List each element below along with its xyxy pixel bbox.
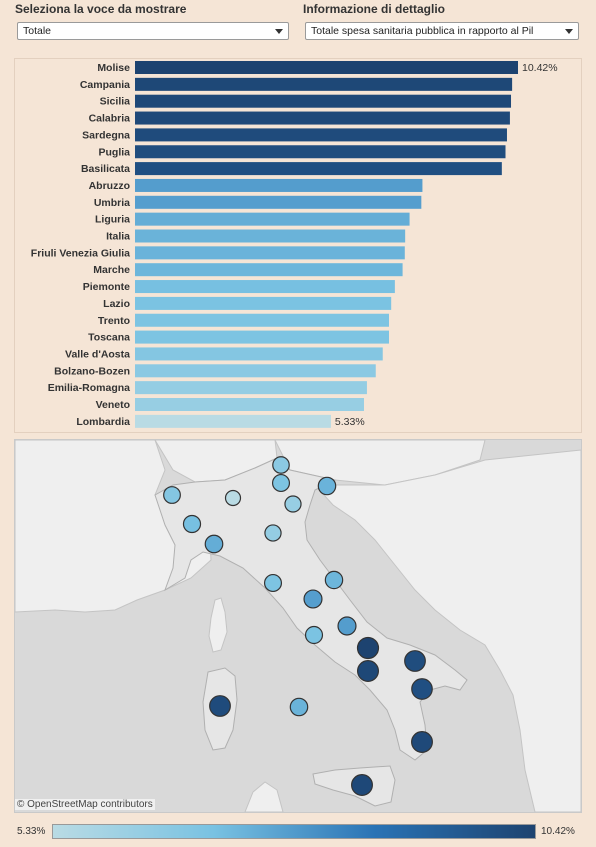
region-marker[interactable] bbox=[182, 514, 202, 534]
category-label: Trento bbox=[98, 315, 130, 327]
bar[interactable] bbox=[135, 280, 395, 294]
region-marker[interactable] bbox=[337, 616, 357, 636]
map-attribution: © OpenStreetMap contributors bbox=[15, 799, 155, 810]
category-label: Valle d'Aosta bbox=[65, 348, 130, 360]
region-marker[interactable] bbox=[404, 650, 426, 672]
bar[interactable] bbox=[135, 229, 406, 243]
region-marker[interactable] bbox=[272, 456, 290, 474]
category-label: Sardegna bbox=[82, 129, 130, 141]
bar-chart-panel: Molise 10.42% Campania Sicilia Calabria Sarde… bbox=[14, 58, 582, 433]
bar[interactable] bbox=[135, 145, 506, 159]
tunisia-land bbox=[244, 781, 284, 812]
map-panel[interactable]: © OpenStreetMap contributors bbox=[14, 439, 582, 813]
chevron-down-icon bbox=[275, 29, 283, 34]
france-land bbox=[15, 440, 212, 613]
bar[interactable] bbox=[135, 162, 502, 176]
category-label: Abruzzo bbox=[89, 180, 130, 192]
bar[interactable] bbox=[135, 414, 331, 428]
category-label: Calabria bbox=[89, 113, 131, 125]
voce-value: Totale bbox=[23, 25, 52, 37]
category-label: Campania bbox=[80, 79, 130, 91]
bar[interactable] bbox=[135, 347, 383, 361]
legend-max-label: 10.42% bbox=[541, 826, 575, 837]
region-marker[interactable] bbox=[284, 495, 302, 513]
region-marker[interactable] bbox=[317, 476, 337, 496]
category-label: Molise bbox=[97, 62, 130, 74]
region-marker[interactable] bbox=[204, 534, 224, 554]
region-marker[interactable] bbox=[303, 589, 323, 609]
voce-select[interactable]: Totale bbox=[17, 22, 289, 40]
corsica-land bbox=[208, 597, 228, 653]
category-label: Marche bbox=[93, 264, 130, 276]
category-label: Puglia bbox=[98, 146, 130, 158]
category-label: Friuli Venezia Giulia bbox=[31, 247, 130, 259]
category-label: Lombardia bbox=[76, 416, 130, 428]
region-marker[interactable] bbox=[304, 625, 324, 645]
map[interactable] bbox=[15, 440, 581, 812]
bar[interactable] bbox=[135, 296, 392, 310]
dettaglio-value: Totale spesa sanitaria pubblica in rappo… bbox=[311, 25, 534, 37]
bar[interactable] bbox=[135, 398, 364, 411]
bar[interactable] bbox=[135, 212, 410, 226]
region-marker[interactable] bbox=[271, 473, 291, 493]
data-label: 10.42% bbox=[522, 62, 558, 74]
region-marker[interactable] bbox=[411, 731, 433, 753]
bar[interactable] bbox=[135, 77, 513, 91]
data-label: 5.33% bbox=[335, 416, 365, 428]
category-label: Umbria bbox=[94, 197, 130, 209]
bar[interactable] bbox=[135, 111, 510, 125]
category-label: Lazio bbox=[103, 298, 130, 310]
legend-min-label: 5.33% bbox=[17, 826, 46, 837]
bar[interactable] bbox=[135, 61, 518, 74]
dettaglio-select[interactable]: Totale spesa sanitaria pubblica in rappo… bbox=[305, 22, 579, 40]
category-label: Bolzano-Bozen bbox=[54, 365, 130, 377]
bar-chart: Molise 10.42% Campania Sicilia Calabria Sarde… bbox=[31, 61, 558, 428]
category-label: Toscana bbox=[88, 332, 130, 344]
bar[interactable] bbox=[135, 330, 389, 344]
bar[interactable] bbox=[135, 263, 403, 277]
region-marker[interactable] bbox=[356, 636, 380, 660]
bar[interactable] bbox=[135, 381, 367, 395]
color-legend-bar bbox=[52, 824, 536, 839]
category-label: Sicilia bbox=[100, 96, 131, 108]
region-marker[interactable] bbox=[224, 489, 242, 507]
category-label: Emilia-Romagna bbox=[48, 382, 130, 394]
voce-label: Seleziona la voce da mostrare bbox=[15, 2, 187, 16]
category-label: Veneto bbox=[96, 399, 130, 411]
category-label: Liguria bbox=[95, 214, 130, 226]
region-marker[interactable] bbox=[163, 486, 181, 504]
category-label: Piemonte bbox=[83, 281, 130, 293]
chevron-down-icon bbox=[565, 29, 573, 34]
bar[interactable] bbox=[135, 246, 405, 260]
category-label: Basilicata bbox=[81, 163, 130, 175]
region-marker[interactable] bbox=[209, 695, 231, 717]
category-label: Italia bbox=[106, 231, 130, 243]
bar[interactable] bbox=[135, 128, 507, 142]
region-marker[interactable] bbox=[324, 570, 344, 590]
bar[interactable] bbox=[135, 94, 512, 108]
region-marker[interactable] bbox=[411, 678, 433, 700]
bar[interactable] bbox=[135, 195, 422, 209]
bar[interactable] bbox=[135, 313, 389, 327]
bar[interactable] bbox=[135, 178, 423, 192]
dettaglio-label: Informazione di dettaglio bbox=[303, 2, 446, 16]
balkans-land bbox=[313, 449, 581, 812]
region-marker[interactable] bbox=[356, 659, 380, 683]
region-marker[interactable] bbox=[264, 524, 282, 542]
region-marker[interactable] bbox=[289, 697, 309, 717]
bar[interactable] bbox=[135, 364, 376, 378]
region-marker[interactable] bbox=[351, 774, 373, 796]
region-marker[interactable] bbox=[263, 573, 283, 593]
